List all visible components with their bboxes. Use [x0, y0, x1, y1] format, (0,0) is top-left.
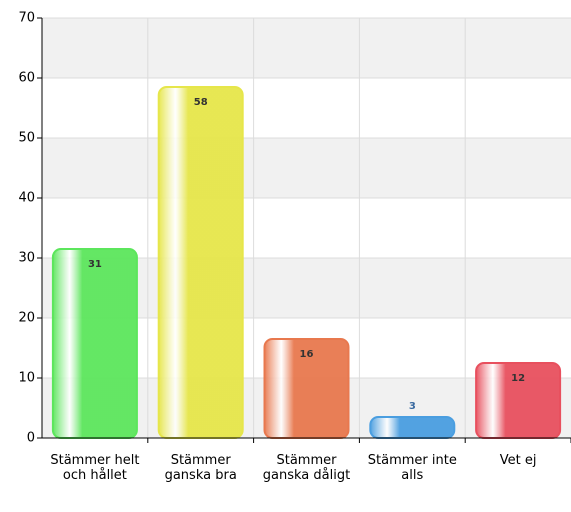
x-tick-label: Stämmer ganska bra [164, 453, 237, 483]
value-label: 31 [88, 259, 102, 270]
bar [157, 86, 244, 439]
bar [369, 416, 456, 439]
x-tick-label: Stämmer inte alls [367, 453, 457, 483]
y-tick-label: 20 [18, 311, 35, 326]
x-tick-label: Stämmer helt och hållet [50, 453, 140, 483]
grid-band [42, 138, 571, 198]
y-tick-label: 30 [18, 251, 35, 266]
grid-band [42, 18, 571, 78]
y-tick-label: 50 [18, 131, 35, 146]
y-tick-label: 70 [18, 11, 35, 26]
bar [51, 248, 138, 439]
y-tick-label: 40 [18, 191, 35, 206]
value-label: 12 [511, 373, 525, 384]
value-label: 3 [409, 401, 416, 412]
x-tick-label: Vet ej [499, 453, 537, 468]
value-label: 16 [300, 349, 314, 360]
x-tick-label: Stämmer ganska dåligt [262, 453, 351, 483]
y-tick-label: 10 [18, 371, 35, 386]
y-tick-label: 0 [27, 431, 35, 446]
y-tick-label: 60 [18, 71, 35, 86]
value-label: 58 [194, 97, 208, 108]
